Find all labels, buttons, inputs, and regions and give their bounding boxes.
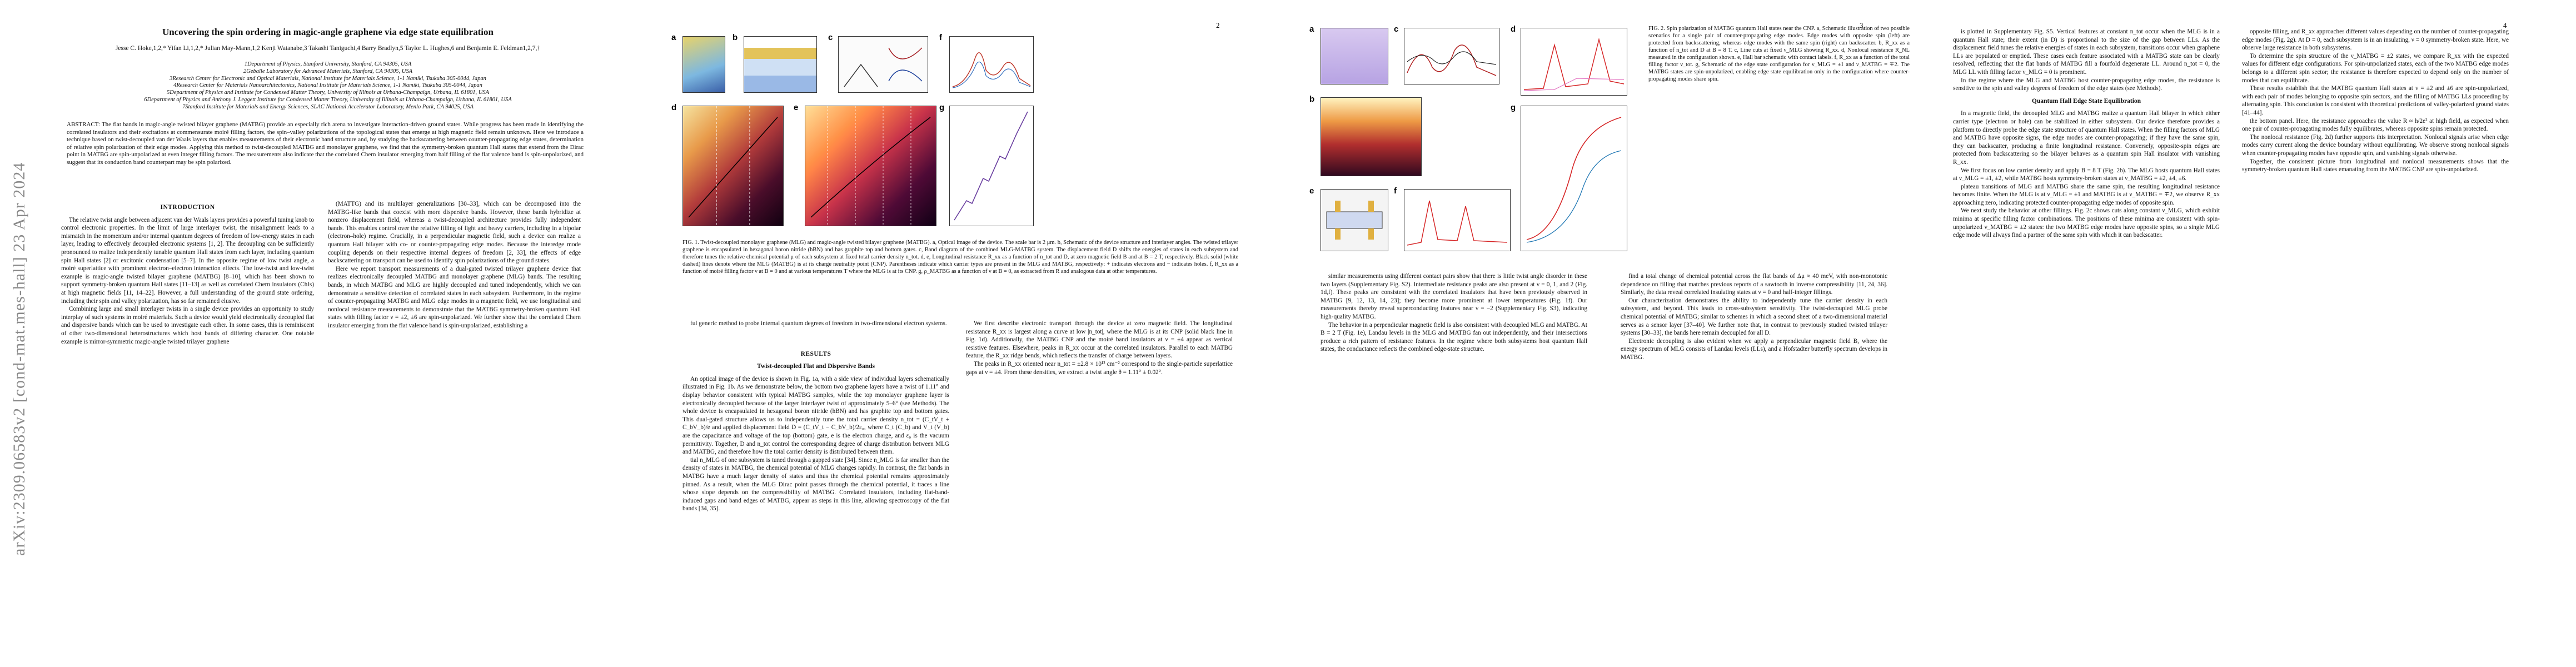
fig2f-curves-svg xyxy=(1407,200,1508,246)
page4-column-right: opposite filling, and R_xx approaches di… xyxy=(2242,28,2509,650)
page3-column-right: find a total change of chemical potentia… xyxy=(1621,272,1887,650)
band-diagram-svg xyxy=(844,47,923,87)
fig2-panel-f-rxx-vs-filling xyxy=(1404,189,1511,251)
fig1-panel-f-rxx-vs-nu xyxy=(949,36,1034,93)
fig1-panel-a-optical-image xyxy=(682,36,725,93)
paragraph: the bottom panel. Here, the resistance a… xyxy=(2242,117,2509,133)
fig1-panel-c-band-diagram xyxy=(838,36,928,93)
page-1: Uncovering the spin ordering in magic-an… xyxy=(0,0,644,667)
affiliation: 5Department of Physics and Institute for… xyxy=(167,89,489,96)
authors: Jesse C. Hoke,1,2,* Yifan Li,1,2,* Julia… xyxy=(115,45,541,52)
page1-column-right: (MATTG) and its multilayer generalizatio… xyxy=(328,200,581,645)
paragraph: Our characterization demonstrates the ab… xyxy=(1621,297,1887,337)
page-4: 4 is plotted in Supplementary Fig. S5. V… xyxy=(1931,0,2574,667)
paragraph: In the regime where the MLG and MATBG ho… xyxy=(1953,77,2220,92)
paragraph: An optical image of the device is shown … xyxy=(682,375,949,456)
paragraph: tial n_MLG of one subsystem is tuned thr… xyxy=(682,456,949,512)
fig2-label: g xyxy=(1511,103,1516,112)
page-number: 4 xyxy=(2503,21,2507,29)
affiliations: 1Department of Physics, Stanford Univers… xyxy=(94,61,561,111)
fig1-label: d xyxy=(671,103,677,112)
paragraph: Combining large and small interlayer twi… xyxy=(61,306,314,345)
fig2-panel-e-hallbar xyxy=(1321,189,1388,251)
fig2-label: d xyxy=(1511,24,1516,34)
fig1d-overlay-svg xyxy=(688,106,778,226)
figure-1: a b c f d xyxy=(671,31,1227,236)
page-number: 2 xyxy=(1216,21,1220,29)
page4-column-left: is plotted in Supplementary Fig. S5. Ver… xyxy=(1953,28,2220,650)
fig2-panel-g-edge-config xyxy=(1521,106,1627,251)
paragraph: (MATTG) and its multilayer generalizatio… xyxy=(328,201,581,265)
fig1-label: c xyxy=(828,33,833,42)
paragraph: We next study the behavior at other fill… xyxy=(1953,207,2220,239)
rxx-curve-svg xyxy=(952,52,1031,88)
fig2-panel-b-rxx-map-8T xyxy=(1321,97,1422,176)
affiliation: 3Research Center for Electronic and Opti… xyxy=(170,75,486,82)
fig1e-overlay-svg xyxy=(810,106,931,226)
fig1-label: b xyxy=(733,33,738,42)
paragraph: We first describe electronic transport t… xyxy=(966,320,1233,360)
page-number: 3 xyxy=(1860,21,1864,29)
affiliation: 1Department of Physics, Stanford Univers… xyxy=(244,61,412,67)
paragraph: The behavior in a perpendicular magnetic… xyxy=(1321,321,1587,353)
paragraph: find a total change of chemical potentia… xyxy=(1621,273,1887,296)
affiliation: 6Department of Physics and Anthony J. Le… xyxy=(144,96,512,103)
fig2d-curves-svg xyxy=(1523,38,1625,91)
fig2-label: e xyxy=(1309,186,1314,196)
paragraph: Electronic decoupling is also evident wh… xyxy=(1621,337,1887,361)
paragraph: similar measurements using different con… xyxy=(1321,273,1587,320)
paragraph: opposite filling, and R_xx approaches di… xyxy=(2242,28,2509,52)
page-2: 2 a b c f d xyxy=(644,0,1287,667)
paragraph: The nonlocal resistance (Fig. 2d) furthe… xyxy=(2242,133,2509,157)
fig1-label: f xyxy=(939,33,942,42)
figure-1-caption: FIG. 1. Twist-decoupled monolayer graphe… xyxy=(682,240,1238,275)
fig2-panel-d-nonlocal xyxy=(1521,28,1627,96)
paragraph: In a magnetic field, the decoupled MLG a… xyxy=(1953,110,2220,166)
affiliation: 7Stanford Institute for Materials and En… xyxy=(182,103,474,110)
page2-column-right: We first describe electronic transport t… xyxy=(966,320,1233,648)
fig1-panel-d-rxx-map-zero-field xyxy=(682,106,784,226)
abstract: ABSTRACT: The flat bands in magic-angle … xyxy=(67,121,584,166)
fig1-panel-e-rxx-map-2T xyxy=(805,106,936,226)
page1-column-left: INTRODUCTION The relative twist angle be… xyxy=(61,200,314,645)
affiliation: 4Research Center for Materials Nanoarchi… xyxy=(173,82,482,89)
paragraph: The peaks in R_xx oriented near n_tot = … xyxy=(966,360,1233,376)
fig2-panel-c-linecuts xyxy=(1404,28,1499,84)
paragraph: plateau transitions of MLG and MATBG sha… xyxy=(1953,183,2220,206)
subsection-heading: Twist-decoupled Flat and Dispersive Band… xyxy=(757,363,875,370)
paragraph: These results establish that the MATBG q… xyxy=(2242,85,2509,116)
fig1-panel-b-schematic xyxy=(744,36,817,93)
page3-column-left: similar measurements using different con… xyxy=(1321,272,1587,650)
fig2-panel-a-edge-schematic xyxy=(1321,28,1388,84)
fig1g-curve-svg xyxy=(954,111,1028,221)
hallbar-svg xyxy=(1326,201,1383,240)
fig2-label: c xyxy=(1394,24,1399,34)
paragraph: Together, the consistent picture from lo… xyxy=(2242,158,2509,173)
paragraph: The relative twist angle between adjacen… xyxy=(61,216,314,305)
paragraph: Here we report transport measurements of… xyxy=(328,265,581,329)
paragraph: We first focus on low carrier density an… xyxy=(1953,167,2220,182)
fig2-label: b xyxy=(1309,94,1315,104)
fig2-label: a xyxy=(1309,24,1314,34)
subsection-heading: Quantum Hall Edge State Equilibration xyxy=(2031,97,2141,104)
paragraph: is plotted in Supplementary Fig. S5. Ver… xyxy=(1953,28,2220,76)
fig1-label: e xyxy=(794,103,799,112)
page-3: 3 a c d b xyxy=(1287,0,1931,667)
paragraph: To determine the spin structure of the ν… xyxy=(2242,52,2509,84)
paper-title: Uncovering the spin ordering in magic-an… xyxy=(162,27,494,37)
affiliation: 2Geballe Laboratory for Advanced Materia… xyxy=(243,68,412,74)
figure-2-caption: FIG. 2. Spin polarization of MATBG quant… xyxy=(1648,26,1910,82)
figure-2: a c d b e xyxy=(1309,22,1643,261)
section-heading: INTRODUCTION xyxy=(160,204,215,211)
fig2c-curves-svg xyxy=(1407,44,1497,76)
fig2g-curves-svg xyxy=(1526,117,1622,243)
fig1-panel-g-chemical-potential xyxy=(949,106,1034,226)
paragraph: ful generic method to probe internal qua… xyxy=(690,320,947,327)
page2-column-left: ful generic method to probe internal qua… xyxy=(682,320,949,648)
fig1-label: a xyxy=(671,33,676,42)
section-heading: RESULTS xyxy=(800,350,831,357)
fig1-label: g xyxy=(939,103,945,112)
fig2-label: f xyxy=(1394,186,1397,196)
